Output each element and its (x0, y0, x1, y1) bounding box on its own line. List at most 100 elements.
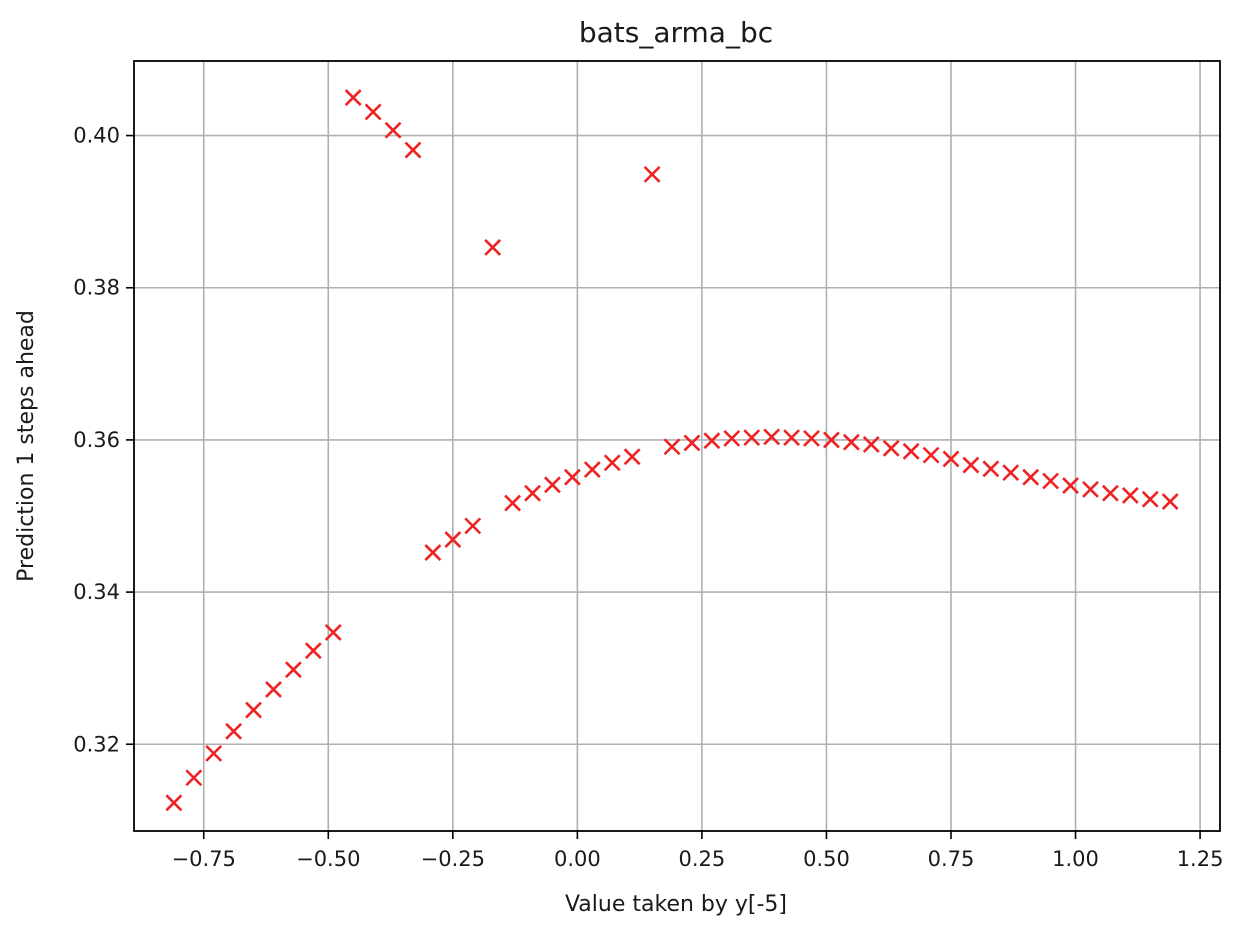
x-tick-label: 0.75 (928, 847, 975, 871)
marker-stroke (444, 531, 462, 549)
marker-stroke (743, 429, 761, 447)
marker-stroke (803, 429, 820, 447)
marker-stroke (245, 701, 262, 719)
marker-stroke (544, 476, 561, 494)
marker-stroke (484, 238, 502, 256)
data-point (743, 429, 761, 447)
data-point (902, 442, 920, 460)
data-point (723, 429, 741, 447)
marker-stroke (344, 89, 362, 106)
marker-stroke (962, 456, 980, 474)
marker-stroke (683, 434, 701, 452)
data-point (823, 431, 840, 449)
data-point (484, 238, 502, 256)
x-tick-label: 1.25 (1177, 847, 1224, 871)
data-point (862, 436, 880, 453)
marker-stroke (304, 642, 322, 660)
x-tick-label: 0.25 (679, 847, 726, 871)
data-point (1042, 472, 1060, 490)
data-point (225, 722, 243, 740)
marker-stroke (563, 468, 581, 486)
marker-stroke (663, 438, 681, 456)
y-tick-label: 0.32 (73, 732, 120, 756)
marker-stroke (165, 794, 183, 812)
marker-stroke (783, 429, 800, 447)
x-tick-label: 0.00 (554, 847, 601, 871)
data-point (623, 448, 641, 466)
data-point (962, 456, 980, 474)
marker-stroke (902, 442, 920, 460)
data-point (583, 461, 601, 479)
x-tick-label: 1.00 (1052, 847, 1099, 871)
data-point (245, 701, 262, 719)
x-tick-label: 0.50 (803, 847, 850, 871)
data-point (304, 642, 322, 660)
data-point (763, 428, 781, 446)
marker-stroke (703, 432, 721, 450)
marker-stroke (404, 141, 422, 159)
data-point (1161, 493, 1179, 510)
marker-stroke (1042, 472, 1060, 490)
data-point (803, 429, 820, 447)
marker-stroke (185, 769, 203, 787)
marker-stroke (205, 744, 223, 762)
data-point (524, 484, 541, 502)
marker-stroke (922, 446, 940, 464)
marker-stroke (364, 103, 382, 121)
axis-ticks: −0.75 −0.50 −0.25 0.00 0.25 0.50 0.75 1.00 1.25 0… (73, 124, 1223, 871)
marker-stroke (723, 429, 741, 447)
marker-stroke (1121, 487, 1139, 504)
data-point (1062, 477, 1079, 494)
data-point (544, 476, 561, 494)
marker-stroke (464, 517, 482, 535)
marker-stroke (623, 448, 641, 466)
marker-stroke (842, 433, 860, 451)
marker-stroke (284, 661, 302, 679)
data-point (663, 438, 681, 456)
data-point (464, 517, 482, 535)
data-point (703, 432, 721, 450)
data-point (364, 103, 382, 121)
data-point (1022, 468, 1040, 486)
x-tick-label: −0.25 (421, 847, 485, 871)
data-point (603, 454, 621, 472)
marker-stroke (524, 484, 541, 502)
marker-stroke (265, 681, 282, 698)
marker-stroke (583, 461, 601, 479)
grid (134, 61, 1220, 831)
data-point (1121, 487, 1139, 504)
marker-stroke (862, 436, 880, 453)
data-point (165, 794, 183, 812)
data-point (1141, 490, 1159, 508)
data-point (205, 744, 223, 762)
x-tick-label: −0.75 (172, 847, 236, 871)
marker-stroke (1022, 468, 1040, 486)
y-axis-label: Prediction 1 steps ahead (14, 310, 39, 582)
data-point (1082, 480, 1099, 498)
data-point (504, 494, 522, 512)
data-point (942, 450, 960, 468)
data-point (783, 429, 800, 447)
data-point (1101, 484, 1119, 502)
data-point (324, 623, 342, 641)
marker-stroke (504, 494, 522, 512)
data-points (165, 89, 1179, 812)
data-point (265, 681, 282, 698)
marker-stroke (1141, 490, 1159, 508)
data-point (982, 460, 1000, 478)
data-point (424, 544, 442, 561)
data-point (404, 141, 422, 159)
data-point (185, 769, 203, 787)
marker-stroke (942, 450, 960, 468)
y-tick-label: 0.34 (73, 580, 120, 604)
data-point (563, 468, 581, 486)
chart-title: bats_arma_bc (579, 16, 773, 49)
data-point (1002, 464, 1020, 482)
y-tick-label: 0.40 (73, 124, 120, 148)
data-point (683, 434, 701, 452)
marker-stroke (384, 121, 402, 139)
marker-stroke (982, 460, 1000, 478)
marker-stroke (1101, 484, 1119, 502)
marker-stroke (882, 439, 900, 457)
